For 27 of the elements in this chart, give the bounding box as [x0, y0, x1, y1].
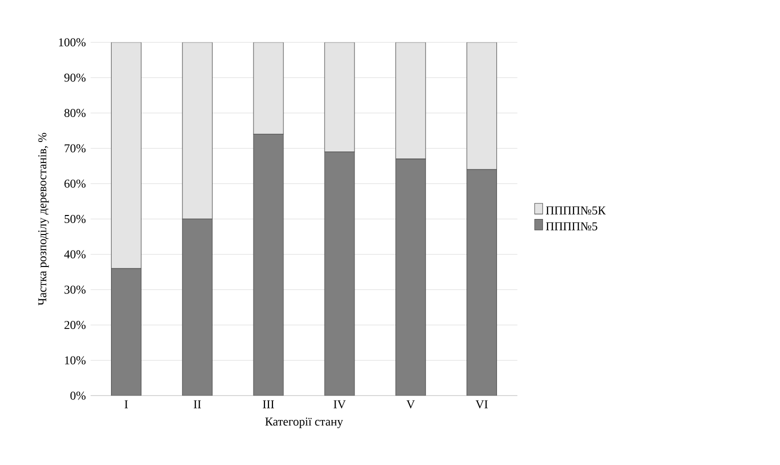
y-tick-label: 20%: [64, 320, 86, 330]
y-tick-label: 70%: [64, 144, 86, 152]
bar: [466, 169, 497, 396]
bar: [111, 268, 142, 396]
y-tick-label: 0%: [70, 392, 86, 400]
x-tick-label: VI: [476, 400, 488, 408]
y-tick-label: 50%: [64, 214, 86, 224]
bar: [253, 134, 284, 396]
bar: [324, 152, 355, 396]
x-tick-label: II: [194, 400, 201, 408]
bar: [182, 218, 213, 396]
y-tick-label: 90%: [64, 74, 86, 82]
y-tick-label: 10%: [65, 356, 86, 364]
legend-label: ПППП№5: [546, 222, 598, 230]
x-axis-title: Категорії стану: [265, 418, 344, 428]
y-tick-label: 60%: [64, 180, 86, 188]
y-tick-label: 40%: [64, 250, 86, 258]
bar: [395, 158, 426, 396]
y-tick-label: 80%: [64, 108, 86, 118]
x-tick-label: I: [124, 400, 128, 408]
y-axis-title: Частка розподілу деревостанів, %: [38, 132, 49, 306]
y-tick-label: 100%: [59, 38, 86, 46]
legend-label: ПППП№5К: [546, 206, 606, 214]
x-tick-label: IV: [334, 400, 346, 408]
x-tick-label: V: [406, 400, 415, 408]
y-tick-label: 30%: [64, 286, 86, 294]
x-tick-label: III: [262, 400, 274, 408]
